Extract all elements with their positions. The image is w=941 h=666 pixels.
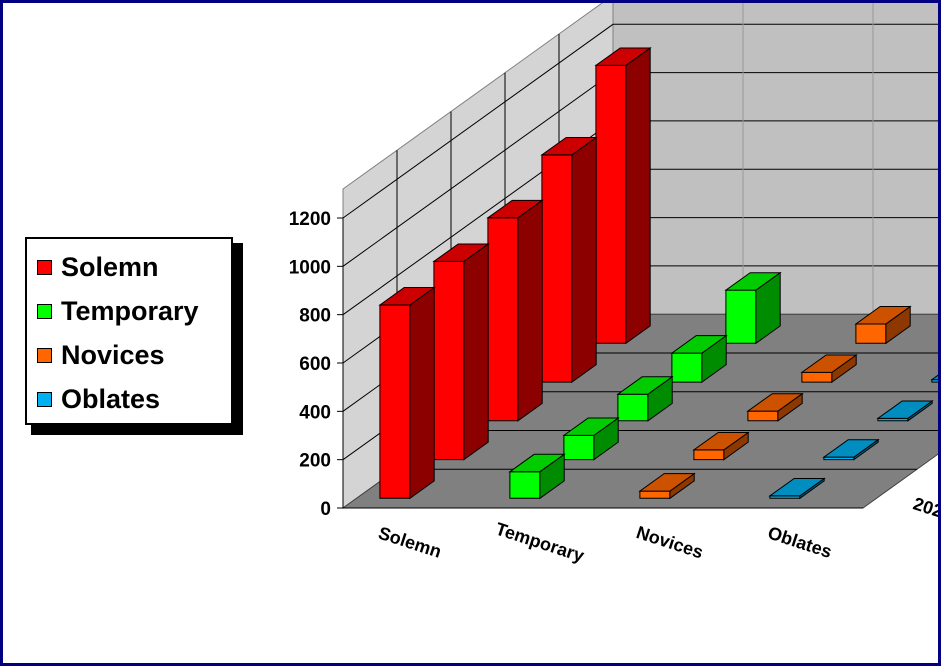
bar-novices-2020-top — [746, 393, 804, 412]
y-tick-label-1200: 1200 — [289, 209, 331, 230]
z-tick-label-2025: 2025 — [911, 493, 941, 524]
bar-oblates-2025-top — [768, 478, 826, 497]
bar-novices-2015-top — [800, 354, 858, 373]
legend-item-novices: Novices — [37, 333, 231, 377]
y-tick-label-0: 0 — [320, 499, 331, 520]
bar-solemn-2000 — [594, 47, 652, 345]
bar-novices-2025-front — [639, 490, 671, 499]
x-tick-label-oblates: Oblates — [765, 523, 834, 562]
bar-temporary-2025-top — [508, 453, 566, 473]
y-tick-label-400: 400 — [299, 402, 331, 423]
bar-solemn-2020 — [486, 199, 544, 422]
x-tick-label-novices: Novices — [634, 522, 706, 562]
legend-label-oblates: Oblates — [61, 383, 161, 414]
legend-item-oblates: Oblates — [37, 377, 231, 421]
bar-temporary-2020-front — [617, 393, 649, 422]
legend-label-temporary: Temporary — [61, 295, 199, 326]
bar-temporary-2025 — [508, 453, 566, 500]
bar-temporary-2024 — [562, 417, 620, 461]
bar-solemn-2025-side — [409, 286, 435, 500]
bar-oblates-2024 — [822, 438, 880, 461]
bar-solemn-2000-side — [625, 47, 651, 345]
bar-novices-2025-top — [638, 473, 696, 492]
bar-novices-2025 — [638, 472, 696, 500]
bar-solemn-2020-side — [517, 199, 543, 422]
x-tick-label-solemn: Solemn — [376, 523, 444, 562]
bar-temporary-2015-top — [670, 335, 728, 354]
bar-temporary-2000-top — [724, 272, 782, 291]
bar-novices-2000-front — [855, 323, 887, 344]
chart-plot: 0 200 400 600 800 1000 1200 Solemn Temporary Novi… — [289, 3, 941, 566]
bar-temporary-2015-front — [671, 352, 703, 383]
bar-temporary-2024-front — [563, 434, 595, 461]
legend-item-solemn: Solemn — [37, 245, 231, 289]
bar-novices-2020 — [746, 392, 804, 422]
bar-solemn-2025 — [378, 286, 436, 500]
bar-oblates-2015 — [930, 374, 938, 383]
bar-solemn-2020-front — [487, 217, 519, 422]
legend-label-solemn: Solemn — [61, 251, 159, 282]
bar-oblates-2024-top — [822, 439, 880, 458]
bar-solemn-2024-side — [463, 243, 489, 461]
bar-novices-2024-front — [693, 449, 725, 461]
bar-oblates-2015-front — [931, 379, 938, 383]
bar-temporary-2000-front — [725, 289, 757, 344]
bar-solemn-2015-front — [541, 154, 573, 383]
legend-swatch-temporary — [37, 303, 52, 319]
bar-solemn-2020-top — [486, 199, 544, 219]
bar-solemn-2025-front — [379, 304, 411, 499]
bar-oblates-2015-top — [930, 374, 938, 381]
bar-solemn-2024 — [432, 243, 490, 461]
bar-oblates-2020-top — [876, 400, 934, 419]
y-tick-label-800: 800 — [299, 306, 331, 327]
bar-novices-2024 — [692, 431, 750, 461]
bar-novices-2000 — [854, 305, 912, 345]
bar-solemn-2015-top — [540, 137, 598, 156]
x-tick-label-temporary: Temporary — [493, 519, 586, 566]
bar-temporary-2020 — [616, 375, 674, 422]
legend-swatch-oblates — [37, 391, 52, 407]
legend-label-novices: Novices — [61, 339, 165, 370]
bar-solemn-2015-side — [571, 136, 597, 384]
bar-solemn-2024-top — [432, 243, 490, 262]
legend-swatch-novices — [37, 347, 52, 363]
bar-temporary-2000 — [724, 271, 782, 345]
bar-oblates-2025 — [768, 477, 826, 500]
bar-novices-2020-front — [747, 410, 779, 422]
bar-novices-2015 — [800, 354, 858, 384]
legend-swatch-solemn — [37, 259, 52, 275]
bar-novices-2015-front — [801, 371, 833, 383]
bar-temporary-2020-top — [616, 376, 674, 395]
bar-novices-2024-top — [692, 432, 750, 451]
gridline-1200 — [342, 23, 938, 219]
bar-oblates-2020 — [876, 400, 934, 422]
bar-solemn-2025-top — [378, 287, 436, 306]
back-wall — [612, 3, 938, 315]
bar-temporary-2024-top — [562, 417, 620, 436]
bar-temporary-2015 — [670, 334, 728, 384]
y-tick-label-200: 200 — [299, 451, 331, 472]
legend-item-temporary: Temporary — [37, 289, 231, 333]
bar-solemn-2024-front — [433, 260, 465, 461]
bar-solemn-2015 — [540, 136, 598, 384]
bar-novices-2000-top — [854, 306, 912, 325]
y-tick-label-600: 600 — [299, 354, 331, 375]
bar-solemn-2000-top — [594, 47, 652, 66]
bar-solemn-2000-front — [595, 64, 627, 344]
chart-legend: Solemn Temporary Novices Oblates — [25, 237, 233, 425]
bar-temporary-2025-front — [509, 471, 541, 499]
y-tick-label-1000: 1000 — [289, 257, 331, 278]
